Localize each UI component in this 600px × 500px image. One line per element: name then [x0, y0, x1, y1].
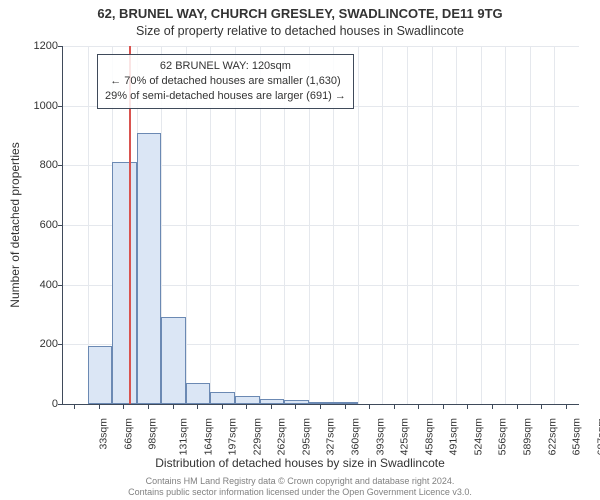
- x-tick-mark: [566, 405, 567, 409]
- x-tick-mark: [541, 405, 542, 409]
- bar: [309, 402, 334, 404]
- info-box-line2: ← 70% of detached houses are smaller (1,…: [105, 74, 346, 89]
- y-tick-label: 200: [18, 338, 58, 350]
- x-tick-label: 491sqm: [448, 418, 460, 455]
- x-tick-label: 98sqm: [147, 418, 159, 450]
- x-tick-mark: [320, 405, 321, 409]
- x-tick-label: 262sqm: [276, 418, 288, 455]
- bar: [161, 317, 186, 404]
- x-tick-label: 524sqm: [472, 418, 484, 455]
- x-tick-label: 425sqm: [399, 418, 411, 455]
- gridline-h: [63, 46, 579, 47]
- gridline-v: [554, 46, 555, 404]
- x-tick-label: 131sqm: [177, 418, 189, 455]
- x-tick-mark: [418, 405, 419, 409]
- x-tick-label: 458sqm: [423, 418, 435, 455]
- x-tick-mark: [123, 405, 124, 409]
- bar: [88, 346, 113, 404]
- y-tick-label: 0: [18, 398, 58, 410]
- x-tick-label: 197sqm: [227, 418, 239, 455]
- bar: [284, 400, 309, 404]
- gridline-v: [505, 46, 506, 404]
- x-tick-label: 622sqm: [546, 418, 558, 455]
- x-tick-mark: [74, 405, 75, 409]
- x-tick-label: 687sqm: [595, 418, 600, 455]
- x-tick-label: 393sqm: [374, 418, 386, 455]
- y-tick-mark: [58, 46, 62, 47]
- x-tick-mark: [148, 405, 149, 409]
- y-tick-mark: [58, 344, 62, 345]
- y-tick-label: 400: [18, 279, 58, 291]
- x-tick-mark: [173, 405, 174, 409]
- x-tick-label: 66sqm: [122, 418, 134, 450]
- bar: [112, 162, 137, 404]
- gridline-v: [407, 46, 408, 404]
- chart-title-line2: Size of property relative to detached ho…: [0, 24, 600, 38]
- footer-line1: Contains HM Land Registry data © Crown c…: [0, 476, 600, 487]
- x-tick-mark: [271, 405, 272, 409]
- x-tick-mark: [517, 405, 518, 409]
- gridline-v: [382, 46, 383, 404]
- bar: [235, 396, 260, 404]
- y-tick-mark: [58, 106, 62, 107]
- x-tick-mark: [345, 405, 346, 409]
- y-tick-mark: [58, 225, 62, 226]
- gridline-v: [358, 46, 359, 404]
- x-tick-mark: [492, 405, 493, 409]
- bar: [260, 399, 285, 404]
- gridline-v: [432, 46, 433, 404]
- x-tick-label: 589sqm: [521, 418, 533, 455]
- x-tick-mark: [394, 405, 395, 409]
- x-tick-mark: [295, 405, 296, 409]
- footer-line2: Contains public sector information licen…: [0, 487, 600, 498]
- x-tick-mark: [246, 405, 247, 409]
- x-tick-mark: [99, 405, 100, 409]
- bar: [186, 383, 211, 404]
- bar: [210, 392, 235, 404]
- gridline-v: [456, 46, 457, 404]
- x-tick-label: 556sqm: [497, 418, 509, 455]
- bar: [137, 133, 162, 404]
- x-tick-label: 164sqm: [202, 418, 214, 455]
- y-tick-mark: [58, 285, 62, 286]
- x-axis-label: Distribution of detached houses by size …: [0, 456, 600, 470]
- x-tick-label: 33sqm: [98, 418, 110, 450]
- x-tick-mark: [197, 405, 198, 409]
- plot-area: 62 BRUNEL WAY: 120sqm ← 70% of detached …: [62, 46, 579, 405]
- x-tick-mark: [369, 405, 370, 409]
- chart-title-line1: 62, BRUNEL WAY, CHURCH GRESLEY, SWADLINC…: [0, 6, 600, 21]
- x-tick-label: 295sqm: [300, 418, 312, 455]
- x-tick-mark: [222, 405, 223, 409]
- bar: [333, 402, 358, 404]
- x-tick-label: 360sqm: [349, 418, 361, 455]
- chart-footer: Contains HM Land Registry data © Crown c…: [0, 476, 600, 499]
- gridline-v: [481, 46, 482, 404]
- x-tick-label: 654sqm: [571, 418, 583, 455]
- y-tick-label: 600: [18, 219, 58, 231]
- x-tick-mark: [443, 405, 444, 409]
- gridline-v: [530, 46, 531, 404]
- x-tick-label: 229sqm: [251, 418, 263, 455]
- y-tick-label: 800: [18, 159, 58, 171]
- x-tick-mark: [467, 405, 468, 409]
- y-tick-label: 1000: [18, 100, 58, 112]
- y-tick-mark: [58, 165, 62, 166]
- info-box-line3: 29% of semi-detached houses are larger (…: [105, 89, 346, 104]
- chart-info-box: 62 BRUNEL WAY: 120sqm ← 70% of detached …: [97, 54, 354, 109]
- chart-container: 62, BRUNEL WAY, CHURCH GRESLEY, SWADLINC…: [0, 0, 600, 500]
- y-tick-label: 1200: [18, 40, 58, 52]
- y-tick-mark: [58, 404, 62, 405]
- info-box-line1: 62 BRUNEL WAY: 120sqm: [105, 59, 346, 74]
- x-tick-label: 327sqm: [325, 418, 337, 455]
